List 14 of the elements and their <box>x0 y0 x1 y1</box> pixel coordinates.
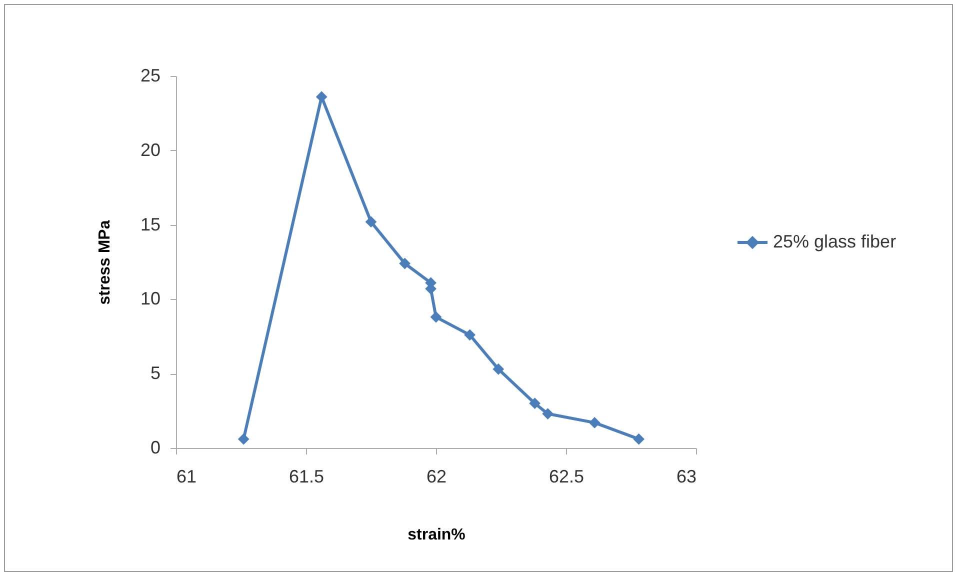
y-tick-label: 10 <box>140 288 160 309</box>
y-tick-label: 0 <box>150 438 160 458</box>
y-tick-label: 25 <box>140 66 160 86</box>
x-axis-title: strain% <box>408 526 466 544</box>
x-tick-label: 62.5 <box>548 466 584 486</box>
x-tick-label: 61 <box>176 466 197 486</box>
y-tick-label: 15 <box>140 214 160 234</box>
y-tick-label: 20 <box>140 140 160 160</box>
y-axis-title: stress MPa <box>96 220 114 305</box>
y-tick-label: 5 <box>150 363 160 384</box>
x-tick-label: 62 <box>426 466 447 486</box>
x-tick-label: 63 <box>676 466 696 486</box>
x-tick-label: 61.5 <box>288 466 324 486</box>
legend-label: 25% glass fiber <box>773 232 896 252</box>
